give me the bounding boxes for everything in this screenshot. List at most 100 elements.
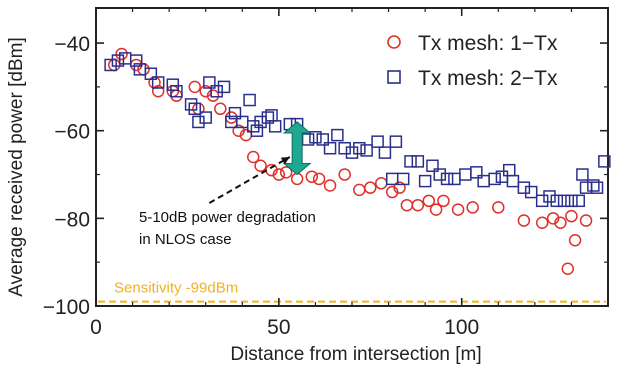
data-point-2tx	[598, 155, 611, 168]
data-point-2tx	[535, 194, 549, 208]
data-point-1tx	[214, 102, 227, 116]
data-point-2tx	[228, 106, 242, 120]
data-point-2tx	[506, 174, 520, 188]
data-point-1tx	[108, 58, 121, 72]
data-point-2tx	[517, 181, 531, 194]
data-point-1tx	[254, 159, 267, 173]
data-point-2tx	[129, 54, 143, 67]
data-point-1tx	[206, 89, 220, 102]
data-point-2tx	[151, 76, 165, 89]
data-point-2tx	[111, 54, 125, 67]
data-point-2tx	[404, 155, 417, 168]
annotation-text-line-2: in NLOS case	[139, 231, 232, 248]
data-point-2tx	[345, 146, 359, 159]
y-tick-label: −60	[54, 121, 90, 144]
y-tick-label: −40	[54, 33, 90, 56]
data-point-2tx	[557, 194, 571, 208]
annotation-text-line-1: 5-10dB power degradation	[139, 209, 316, 226]
data-point-1tx	[385, 185, 399, 199]
data-point-1tx	[115, 47, 128, 61]
data-point-2tx	[353, 141, 366, 155]
data-point-2tx	[199, 111, 212, 124]
data-point-2tx	[550, 194, 564, 208]
data-point-2tx	[543, 190, 556, 203]
data-point-2tx	[243, 93, 256, 107]
data-point-2tx	[323, 141, 337, 155]
data-point-2tx	[459, 168, 472, 181]
x-tick-label: 100	[444, 316, 479, 339]
power-gap-double-arrow	[282, 121, 312, 176]
data-point-2tx	[378, 146, 392, 159]
data-point-1tx	[232, 124, 245, 137]
data-point-1tx	[565, 209, 578, 223]
data-point-1tx	[579, 214, 593, 227]
data-point-2tx	[250, 124, 264, 137]
data-point-2tx	[572, 194, 585, 208]
data-point-1tx	[247, 150, 260, 164]
data-point-1tx	[312, 172, 326, 186]
x-axis-title: Distance from intersection [m]	[230, 344, 481, 365]
data-point-2tx	[587, 179, 600, 192]
data-point-1tx	[411, 198, 425, 212]
axis-ticks: 0 50 100 −100 −80 −60 −40	[43, 8, 608, 339]
data-point-1tx	[535, 216, 549, 229]
data-point-2tx	[565, 194, 578, 208]
data-point-2tx	[203, 76, 216, 89]
data-point-2tx	[144, 67, 158, 80]
legend-label-2tx: Tx mesh: 2−Tx	[418, 67, 558, 90]
data-point-2tx	[166, 78, 180, 91]
data-point-1tx	[561, 262, 575, 275]
x-tick-label: 0	[90, 316, 102, 339]
data-point-2tx	[217, 80, 231, 94]
data-point-1tx	[151, 85, 165, 98]
data-point-1tx	[466, 201, 479, 214]
data-point-2tx	[371, 135, 384, 148]
data-point-2tx	[440, 172, 454, 186]
data-point-2tx	[184, 98, 198, 111]
data-point-1tx	[323, 179, 337, 192]
data-point-2tx	[247, 120, 260, 133]
data-point-1tx	[437, 194, 450, 208]
data-point-2tx	[360, 144, 373, 157]
data-point-1tx	[364, 181, 377, 194]
data-point-1tx	[393, 181, 406, 194]
data-point-2tx	[338, 141, 351, 155]
data-point-1tx	[353, 183, 366, 197]
y-axis-title: Average received power [dBm]	[6, 37, 27, 296]
data-point-1tx	[429, 203, 443, 216]
data-series	[104, 47, 611, 275]
series-1tx	[108, 47, 593, 275]
data-point-2tx	[488, 172, 501, 186]
data-point-2tx	[261, 111, 275, 124]
x-tick-label: 50	[267, 316, 290, 339]
y-tick-label: −100	[43, 296, 90, 319]
data-point-2tx	[411, 155, 425, 168]
data-point-2tx	[470, 166, 483, 179]
data-point-2tx	[331, 128, 344, 142]
data-point-2tx	[433, 168, 447, 181]
data-point-2tx	[192, 115, 205, 129]
legend-label-1tx: Tx mesh: 1−Tx	[418, 32, 558, 55]
data-point-1tx	[305, 170, 319, 183]
data-point-1tx	[225, 111, 238, 124]
data-point-2tx	[170, 85, 183, 98]
data-point-2tx	[524, 185, 538, 199]
data-point-1tx	[272, 168, 286, 181]
data-point-2tx	[396, 172, 410, 186]
data-point-2tx	[418, 174, 432, 188]
data-point-1tx	[375, 177, 388, 190]
data-point-1tx	[517, 214, 531, 227]
series-2tx	[104, 52, 611, 208]
legend-marker-1tx	[387, 35, 401, 49]
data-point-2tx	[503, 163, 516, 177]
data-point-2tx	[104, 58, 117, 72]
data-point-2tx	[389, 135, 403, 148]
data-point-2tx	[268, 120, 282, 133]
data-point-2tx	[426, 159, 439, 173]
data-point-2tx	[448, 172, 461, 186]
data-point-2tx	[309, 131, 322, 144]
y-tick-label: −80	[54, 208, 90, 231]
data-point-1tx	[568, 234, 582, 247]
data-point-2tx	[254, 115, 267, 129]
